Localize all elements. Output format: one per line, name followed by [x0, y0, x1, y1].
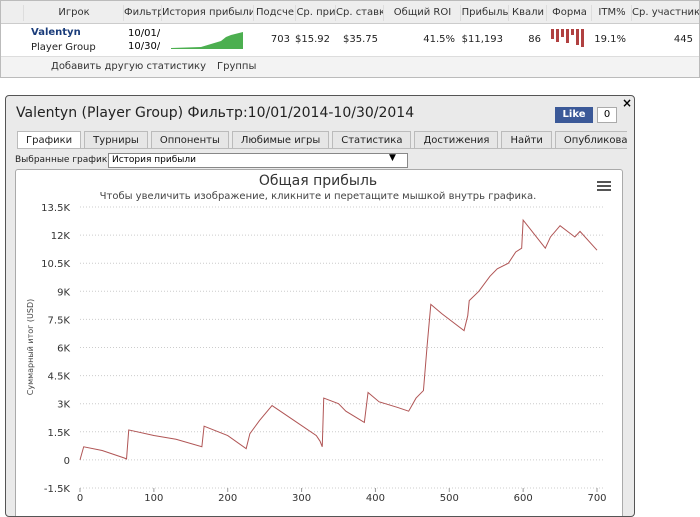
- menu-icon[interactable]: [597, 181, 611, 191]
- column-header[interactable]: Ср. ставк: [335, 5, 384, 21]
- selector-arrow: ▼: [389, 153, 396, 163]
- column-header[interactable]: Фильтр: [123, 5, 162, 21]
- y-tick-label: 0: [64, 456, 70, 467]
- chart-subtitle: Чтобы увеличить изображение, кликните и …: [100, 191, 537, 202]
- table-cell: 86: [528, 34, 541, 45]
- chart-title: Общая прибыль: [259, 173, 377, 189]
- table-cell: 445: [673, 34, 693, 45]
- sparkline: [171, 32, 243, 49]
- table-cell: 19.1%: [594, 34, 626, 45]
- y-tick-label: 1.5K: [48, 428, 71, 439]
- x-tick-label: 700: [587, 493, 606, 504]
- table-cell: $35.75: [343, 34, 378, 45]
- window-title: Valentyn (Player Group) Фильтр:10/01/201…: [16, 105, 415, 121]
- like-button[interactable]: Like: [555, 107, 593, 123]
- column-header[interactable]: Игрок: [23, 5, 124, 21]
- chart-frame: [15, 169, 623, 516]
- x-tick-label: 0: [77, 493, 83, 504]
- player-window: Valentyn (Player Group) Фильтр:10/01/201…: [5, 95, 635, 517]
- filter-to: 10/30/: [128, 41, 161, 52]
- y-tick-label: 12K: [51, 231, 71, 242]
- tab[interactable]: Любимые игры: [231, 131, 330, 148]
- chart-selector[interactable]: История прибыли: [108, 153, 408, 168]
- table-cell: 41.5%: [423, 34, 455, 45]
- table-cell: $15.92: [295, 34, 330, 45]
- toolbar: [1, 56, 699, 77]
- column-header[interactable]: Подсче: [253, 5, 296, 21]
- x-tick-label: 300: [292, 493, 311, 504]
- x-tick-label: 600: [514, 493, 533, 504]
- tab-bar: Графики Турниры Оппоненты Любимые игры Стати…: [17, 128, 627, 149]
- column-header[interactable]: ITM%: [591, 5, 632, 21]
- close-button[interactable]: ×: [622, 96, 633, 110]
- y-tick-label: 13.5K: [41, 203, 70, 214]
- x-tick-label: 200: [218, 493, 237, 504]
- player-group: Player Group: [31, 42, 96, 53]
- tab[interactable]: Статистика: [332, 131, 412, 148]
- y-tick-label: 9K: [57, 287, 70, 298]
- tab[interactable]: Турниры: [84, 131, 148, 148]
- selector-label: Выбранные графики:: [15, 155, 117, 165]
- form-bars: [551, 29, 584, 47]
- x-tick-label: 100: [144, 493, 163, 504]
- tab[interactable]: Графики: [17, 131, 82, 148]
- column-header[interactable]: История прибыли: [161, 5, 254, 21]
- y-tick-label: 6K: [57, 344, 70, 355]
- player-name[interactable]: Valentyn: [31, 27, 81, 38]
- column-header[interactable]: Форма: [546, 5, 592, 21]
- table-cell: $11,193: [461, 34, 503, 45]
- tab[interactable]: Найти: [501, 131, 552, 148]
- filter-from: 10/01/: [128, 28, 161, 39]
- y-tick-label: -1.5K: [44, 484, 71, 495]
- like-count: 0: [597, 107, 617, 123]
- profit-line: [79, 218, 598, 461]
- column-header[interactable]: Общий ROI: [383, 5, 461, 21]
- column-header[interactable]: Ср. при: [295, 5, 336, 21]
- column-header[interactable]: Ср. участник: [631, 5, 699, 21]
- table-cell: 703: [270, 34, 290, 45]
- y-tick-label: 7.5K: [48, 315, 71, 326]
- tab[interactable]: Оппоненты: [150, 131, 229, 148]
- header-row: [1, 1, 699, 24]
- y-tick-label: 3K: [57, 400, 70, 411]
- x-tick-label: 500: [440, 493, 459, 504]
- column-header[interactable]: Прибыль: [460, 5, 509, 21]
- x-tick-label: 400: [366, 493, 385, 504]
- y-tick-label: 10.5K: [41, 259, 70, 270]
- stats-table: Игрок Фильтр История прибыли Подсче Ср. при С…: [0, 0, 700, 78]
- y-axis-label: Суммарный итог (USD): [26, 299, 35, 396]
- column-header[interactable]: Квали: [508, 5, 547, 21]
- tab[interactable]: Опубликовать: [554, 131, 627, 148]
- groups-button[interactable]: Группы: [217, 61, 257, 72]
- tab[interactable]: Достижения: [414, 131, 499, 148]
- y-tick-label: 4.5K: [48, 372, 71, 383]
- add-stats-button[interactable]: Добавить другую статистику: [51, 61, 207, 72]
